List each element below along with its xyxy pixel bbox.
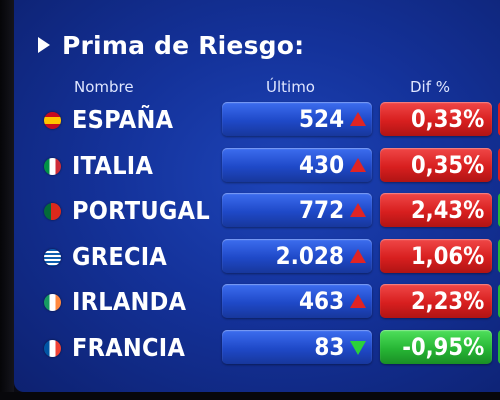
arrow-down-icon <box>350 341 366 355</box>
ireland-flag-icon <box>44 294 61 311</box>
table-row: IRLANDA 463 2,23% <box>14 283 500 321</box>
page-title: Prima de Riesgo: <box>62 30 305 60</box>
last-value: 430 <box>298 151 344 179</box>
last-value-cell: 83 <box>222 330 372 364</box>
column-header-diff: Dif % <box>410 78 451 96</box>
last-value: 772 <box>298 196 344 224</box>
offscreen-cell <box>498 148 500 182</box>
last-value-cell: 524 <box>222 102 372 136</box>
country-name: ESPAÑA <box>72 105 174 134</box>
play-arrow-icon <box>38 37 50 53</box>
diff-value: 2,23% <box>410 287 484 315</box>
column-header-last: Último <box>266 78 315 96</box>
diff-value: 0,35% <box>410 151 484 179</box>
last-value: 463 <box>298 287 344 315</box>
last-value: 83 <box>313 333 344 361</box>
diff-cell: 2,23% <box>380 284 492 318</box>
country-name: GRECIA <box>72 242 168 271</box>
offscreen-cell <box>498 239 500 273</box>
france-flag-icon <box>44 340 61 357</box>
last-value-cell: 2.028 <box>222 239 372 273</box>
diff-value: 1,06% <box>410 242 484 270</box>
offscreen-cell <box>498 330 500 364</box>
arrow-up-icon <box>350 294 366 308</box>
arrow-up-icon <box>350 158 366 172</box>
diff-cell: 0,33% <box>380 102 492 136</box>
last-value-cell: 430 <box>222 148 372 182</box>
diff-value: 0,33% <box>410 105 484 133</box>
table-row: ITALIA 430 0,35% <box>14 147 500 185</box>
diff-value: -0,95% <box>401 333 484 361</box>
last-value: 2.028 <box>275 242 344 270</box>
diff-cell: -0,95% <box>380 330 492 364</box>
column-header-name: Nombre <box>74 78 134 96</box>
arrow-up-icon <box>350 249 366 263</box>
country-name: ITALIA <box>72 151 154 180</box>
diff-cell: 0,35% <box>380 148 492 182</box>
last-value: 524 <box>298 105 344 133</box>
portugal-flag-icon <box>44 203 61 220</box>
table-row: ESPAÑA 524 0,33% <box>14 101 500 139</box>
last-value-cell: 772 <box>222 193 372 227</box>
spain-flag-icon <box>44 112 61 129</box>
offscreen-cell <box>498 284 500 318</box>
ticker-screen: Prima de Riesgo: Nombre Último Dif % ESP… <box>14 0 500 392</box>
diff-value: 2,43% <box>410 196 484 224</box>
title-row: Prima de Riesgo: <box>38 28 304 62</box>
table-row: FRANCIA 83 -0,95% <box>14 329 500 367</box>
arrow-up-icon <box>350 203 366 217</box>
table-row: GRECIA 2.028 1,06% <box>14 238 500 276</box>
monitor-bezel-bottom <box>0 392 500 400</box>
offscreen-cell <box>498 193 500 227</box>
greece-flag-icon <box>44 249 61 266</box>
monitor-bezel-left <box>0 0 14 400</box>
country-name: FRANCIA <box>72 333 186 362</box>
country-name: PORTUGAL <box>72 196 210 225</box>
last-value-cell: 463 <box>222 284 372 318</box>
italy-flag-icon <box>44 158 61 175</box>
table-row: PORTUGAL 772 2,43% <box>14 192 500 230</box>
diff-cell: 2,43% <box>380 193 492 227</box>
diff-cell: 1,06% <box>380 239 492 273</box>
country-name: IRLANDA <box>72 287 187 316</box>
arrow-up-icon <box>350 112 366 126</box>
offscreen-cell <box>498 102 500 136</box>
